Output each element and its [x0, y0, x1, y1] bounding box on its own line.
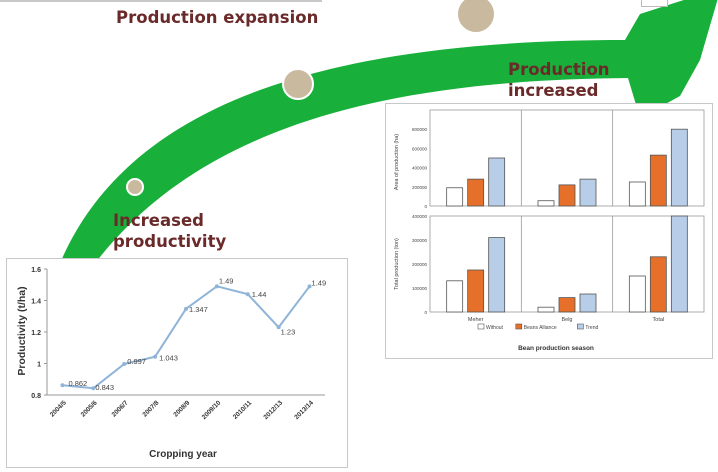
line-chart-ylabel: Productivity (t/ha)	[16, 286, 28, 375]
line-chart-ytick-label: 1	[37, 362, 41, 369]
bar	[558, 184, 576, 207]
bar	[446, 280, 464, 313]
productivity-chart-panel: Productivity (t/ha) Cropping year 0.8 1 1.…	[6, 258, 348, 468]
line-chart-ytick-label: 0.8	[31, 393, 41, 400]
legend-swatch	[477, 323, 485, 330]
bar	[446, 187, 464, 207]
bar	[628, 181, 646, 207]
bar-chart-ytick-label: 100000	[412, 286, 428, 291]
bar	[488, 237, 506, 313]
line-chart-xtick-label: 2005/6	[80, 399, 99, 418]
line-chart-ytick-label: 1.6	[31, 267, 41, 274]
bar-chart-ytick-label: 600000	[412, 146, 428, 151]
line-chart-point	[184, 306, 188, 311]
top-left-rule	[0, 0, 322, 2]
line-chart-data-label: 1.347	[189, 305, 208, 314]
legend-label: Without	[486, 325, 504, 331]
line-chart-xtick-label: 2008/9	[172, 399, 191, 418]
label-increased-productivity-line2: productivity	[113, 232, 227, 251]
line-chart-point	[307, 284, 312, 289]
line-chart-xtick-label: 2007/8	[142, 399, 161, 418]
bar-chart-xlabel: Bean production season	[518, 345, 594, 352]
bar-charts-panel: 0 200000 400000 600000 800000 0 100000 200000 30…	[385, 103, 713, 359]
line-chart-data-label: 0.862	[68, 379, 87, 388]
legend-swatch	[577, 323, 584, 330]
line-chart-xlabel: Cropping year	[149, 449, 217, 460]
bar-chart-category-label: Belg	[561, 317, 572, 323]
bar-chart-ytick-label: 800000	[412, 127, 428, 132]
bar	[670, 128, 688, 207]
corner-box	[641, 0, 668, 7]
line-chart-data-label: 1.49	[219, 276, 234, 285]
label-production-increased-line2: increased	[508, 81, 599, 100]
line-chart-data-label: 1.44	[252, 290, 267, 299]
legend-label: Trend	[585, 325, 598, 331]
bar-chart-ytick-label: 400000	[412, 214, 428, 219]
line-chart-xtick-label: 2009/10	[201, 399, 223, 421]
line-chart-point	[153, 354, 158, 359]
bar	[537, 200, 555, 207]
line-chart-data-label: 1.043	[159, 354, 178, 363]
line-chart-point	[60, 383, 65, 388]
line-chart-data-label: 1.23	[281, 327, 296, 336]
bean-production-bar-charts: 0 200000 400000 600000 800000 0 100000 200000 30…	[394, 109, 705, 352]
arrow-circle-medium	[282, 68, 314, 100]
bar-chart2-ylabel: Total production (ton)	[394, 238, 400, 290]
line-chart-xtick-label: 2010/11	[232, 399, 254, 421]
line-chart-xtick-label: 2012/13	[263, 399, 285, 421]
arrow-body	[58, 0, 718, 270]
line-chart-data-label: 0.843	[95, 383, 114, 392]
label-production-expansion-text: Production expansion	[116, 8, 319, 27]
line-chart-point	[245, 292, 250, 297]
bar	[579, 293, 597, 313]
label-production-expansion: Production expansion	[116, 7, 318, 28]
bar-chart-category-label: Meher	[468, 317, 484, 323]
line-chart-point	[122, 361, 127, 366]
label-production-increased-line1: Production	[508, 60, 610, 79]
bar	[558, 297, 576, 313]
label-increased-productivity: Increased productivity	[113, 210, 226, 252]
line-chart-data-label: 1.49	[312, 278, 327, 287]
legend-swatch	[515, 323, 523, 330]
bar-chart-ytick-label: 400000	[412, 166, 428, 171]
bar	[537, 306, 555, 313]
bar-chart-ytick-label: 200000	[412, 262, 428, 267]
line-chart-ytick-label: 1.4	[31, 299, 41, 306]
bar	[670, 215, 688, 313]
line-chart-point	[91, 386, 96, 391]
bar-chart1-ylabel: Area of production (ha)	[394, 134, 400, 190]
legend-label: Beans Alliance	[524, 325, 557, 331]
arrow-circle-large	[456, 0, 496, 34]
arrow-circle-small	[126, 178, 144, 196]
bar	[467, 178, 485, 207]
bar	[649, 154, 667, 207]
line-chart-data-label: 0.997	[127, 357, 146, 366]
bar	[467, 269, 485, 313]
bar	[579, 178, 597, 207]
line-chart-ytick-label: 1.2	[31, 330, 41, 337]
bar	[628, 275, 646, 313]
line-chart-xtick-label: 2006/7	[111, 399, 130, 418]
line-chart-point	[276, 325, 281, 330]
line-chart-series-line	[62, 285, 311, 390]
productivity-line-chart: Productivity (t/ha) Cropping year 0.8 1 1.…	[16, 267, 327, 460]
bar	[488, 157, 506, 207]
label-increased-productivity-line1: Increased	[113, 211, 204, 230]
bar-chart-ytick-label: 0	[424, 204, 427, 209]
bar-chart-ytick-label: 0	[424, 310, 427, 315]
line-chart-xtick-label: 2013/14	[293, 399, 315, 421]
bar-chart-ytick-label: 300000	[412, 238, 428, 243]
line-chart-xtick-label: 2004/5	[49, 399, 68, 418]
bar-chart-ytick-label: 200000	[412, 185, 428, 190]
bar	[649, 256, 667, 313]
line-chart-point	[214, 284, 219, 289]
label-production-increased: Production increased	[508, 59, 610, 101]
bar-chart-category-label: Total	[653, 317, 665, 323]
